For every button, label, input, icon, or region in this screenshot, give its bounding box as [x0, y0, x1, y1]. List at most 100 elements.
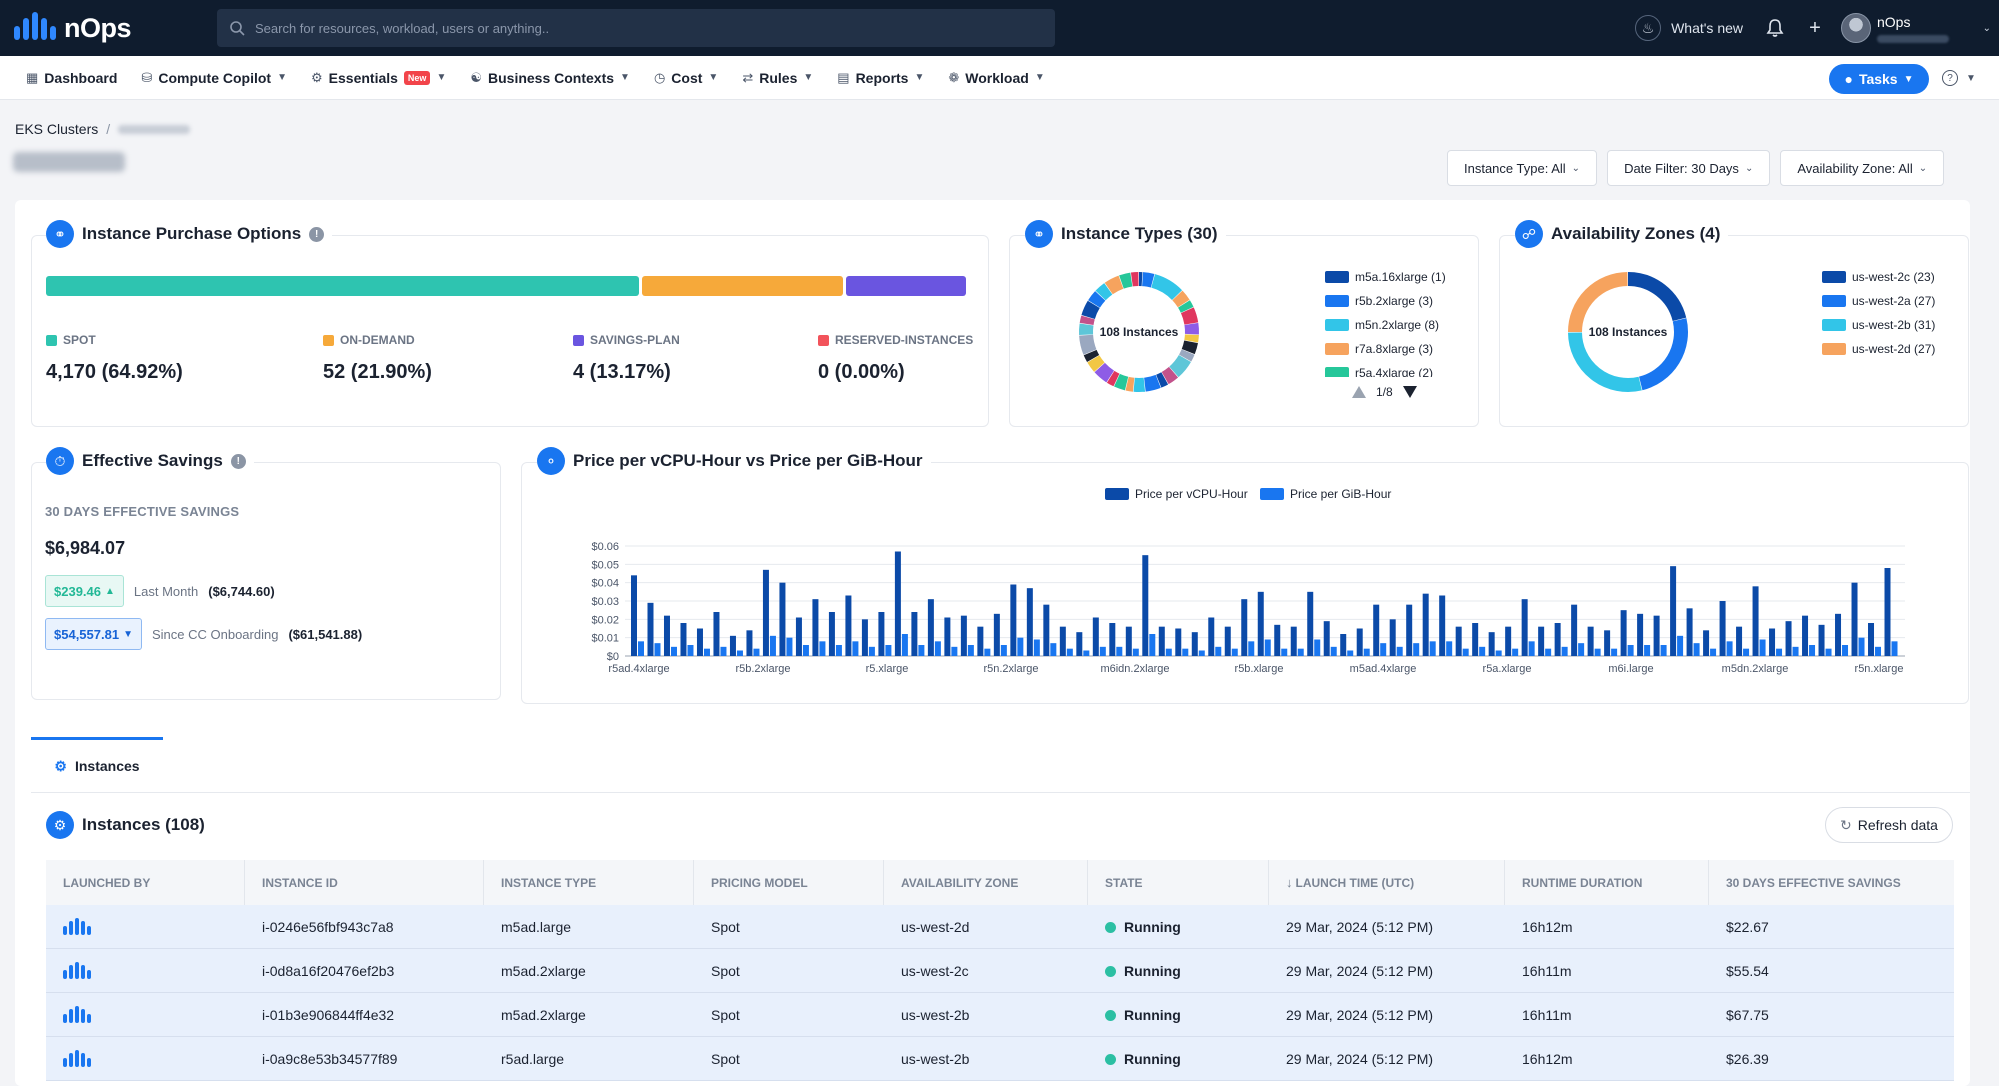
nav-business-contexts[interactable]: ☯ Business Contexts ▼ — [470, 70, 630, 86]
vcpu-price-bar[interactable] — [762, 569, 769, 656]
donut-slice[interactable] — [1104, 275, 1124, 295]
gib-price-bar[interactable] — [1380, 643, 1387, 656]
vcpu-price-bar[interactable] — [1439, 595, 1446, 657]
gib-price-bar[interactable] — [1875, 646, 1882, 656]
donut-slice[interactable] — [1627, 272, 1687, 322]
vcpu-price-bar[interactable] — [713, 612, 720, 656]
donut-slice[interactable] — [1079, 315, 1095, 326]
nav-reports[interactable]: ▤ Reports ▼ — [837, 70, 924, 86]
vcpu-price-bar[interactable] — [1769, 628, 1776, 657]
gib-price-bar[interactable] — [1528, 641, 1535, 656]
gib-price-bar[interactable] — [1759, 639, 1766, 657]
availability-zone-filter[interactable]: Availability Zone: All ⌄ — [1780, 150, 1945, 186]
vcpu-price-bar[interactable] — [1241, 599, 1248, 656]
vcpu-price-bar[interactable] — [1340, 634, 1347, 656]
vcpu-price-bar[interactable] — [861, 619, 868, 656]
vcpu-price-bar[interactable] — [1026, 588, 1033, 656]
gib-price-bar[interactable] — [1776, 648, 1783, 656]
purchase-bar-segment[interactable] — [46, 276, 640, 296]
gib-price-bar[interactable] — [1050, 643, 1057, 656]
vcpu-price-bar[interactable] — [1125, 626, 1132, 656]
table-row[interactable]: i-01b3e906844ff4e32 m5ad.2xlarge Spot us-we… — [46, 993, 1954, 1037]
gib-price-bar[interactable] — [1858, 637, 1865, 656]
gib-price-bar[interactable] — [885, 645, 892, 656]
vcpu-price-bar[interactable] — [1538, 626, 1545, 656]
donut-slice[interactable] — [1156, 372, 1169, 388]
vcpu-price-bar[interactable] — [1224, 626, 1231, 656]
vcpu-price-bar[interactable] — [1818, 624, 1825, 656]
gib-price-bar[interactable] — [1710, 648, 1717, 656]
gib-price-bar[interactable] — [1347, 650, 1354, 657]
legend-item[interactable]: us-west-2a (27) — [1822, 289, 1972, 313]
gib-price-bar[interactable] — [1479, 646, 1486, 656]
vcpu-price-bar[interactable] — [1208, 617, 1215, 657]
vcpu-price-bar[interactable] — [1274, 624, 1281, 656]
donut-slice[interactable] — [1095, 283, 1113, 301]
vcpu-price-bar[interactable] — [960, 615, 967, 656]
gib-price-bar[interactable] — [1842, 645, 1849, 656]
gib-price-bar[interactable] — [1446, 641, 1453, 656]
donut-slice[interactable] — [1181, 340, 1198, 355]
gib-price-bar[interactable] — [1363, 648, 1370, 656]
vcpu-price-bar[interactable] — [1422, 593, 1429, 656]
donut-slice[interactable] — [1177, 300, 1194, 313]
vcpu-price-bar[interactable] — [647, 602, 654, 656]
donut-slice[interactable] — [1087, 355, 1105, 372]
donut-slice[interactable] — [1094, 362, 1115, 383]
vcpu-price-bar[interactable] — [812, 599, 819, 656]
info-icon[interactable]: ! — [309, 226, 325, 242]
gib-price-bar[interactable] — [736, 650, 743, 657]
vcpu-price-bar[interactable] — [1686, 608, 1693, 656]
vcpu-price-bar[interactable] — [1802, 615, 1809, 656]
date-filter[interactable]: Date Filter: 30 Days ⌄ — [1607, 150, 1771, 186]
gib-price-bar[interactable] — [1000, 645, 1007, 656]
whats-new-button[interactable]: ♨ What's new — [1635, 15, 1743, 41]
gib-price-bar[interactable] — [1017, 637, 1024, 656]
vcpu-price-bar[interactable] — [696, 628, 703, 657]
vcpu-price-bar[interactable] — [1323, 621, 1330, 656]
vcpu-price-bar[interactable] — [1191, 632, 1198, 656]
gib-price-bar[interactable] — [1545, 648, 1552, 656]
gib-price-bar[interactable] — [1726, 641, 1733, 656]
gib-price-bar[interactable] — [868, 646, 875, 656]
legend-item[interactable]: us-west-2c (23) — [1822, 265, 1972, 289]
nav-essentials[interactable]: ⚙ Essentials New ▼ — [311, 70, 446, 86]
gib-price-bar[interactable] — [638, 641, 644, 656]
nav-dashboard[interactable]: ▦ Dashboard — [26, 70, 117, 86]
vcpu-price-bar[interactable] — [1472, 623, 1479, 656]
donut-slice[interactable] — [1114, 373, 1129, 391]
vcpu-price-bar[interactable] — [1884, 568, 1891, 656]
donut-slice[interactable] — [1180, 307, 1199, 325]
gib-price-bar[interactable] — [1033, 639, 1040, 657]
vcpu-price-bar[interactable] — [878, 612, 885, 656]
nav-cost[interactable]: ◷ Cost ▼ — [654, 70, 718, 86]
gib-price-bar[interactable] — [934, 641, 941, 656]
donut-slice[interactable] — [1638, 318, 1688, 391]
vcpu-price-bar[interactable] — [1158, 626, 1165, 656]
gib-price-bar[interactable] — [1611, 648, 1618, 656]
column-header[interactable]: ↓ LAUNCH TIME (UTC) — [1269, 860, 1505, 905]
vcpu-price-bar[interactable] — [1010, 584, 1017, 657]
gib-price-bar[interactable] — [918, 645, 925, 656]
tab-instances[interactable]: ⚙ Instances — [31, 737, 163, 792]
legend-item[interactable]: m5n.2xlarge (8) — [1325, 313, 1475, 337]
vcpu-price-bar[interactable] — [977, 626, 984, 656]
column-header[interactable]: 30 DAYS EFFECTIVE SAVINGS — [1709, 860, 1954, 905]
gib-price-bar[interactable] — [951, 646, 958, 656]
vcpu-price-bar[interactable] — [746, 630, 753, 656]
gib-price-bar[interactable] — [1891, 641, 1898, 656]
gib-price-bar[interactable] — [654, 643, 661, 656]
vcpu-price-bar[interactable] — [1851, 582, 1858, 656]
vcpu-price-bar[interactable] — [1505, 626, 1512, 656]
vcpu-price-bar[interactable] — [927, 599, 934, 656]
donut-slice[interactable] — [1088, 291, 1106, 308]
gib-price-bar[interactable] — [1495, 650, 1502, 657]
donut-slice[interactable] — [1169, 354, 1191, 378]
donut-slice[interactable] — [1184, 334, 1199, 343]
vcpu-price-bar[interactable] — [1637, 613, 1644, 656]
nav-workload[interactable]: ❁ Workload ▼ — [948, 70, 1044, 86]
vcpu-price-bar[interactable] — [1835, 613, 1842, 656]
vcpu-price-bar[interactable] — [1736, 626, 1743, 656]
gib-price-bar[interactable] — [1297, 648, 1304, 656]
legend-item[interactable]: r5a.4xlarge (2) — [1325, 361, 1475, 377]
